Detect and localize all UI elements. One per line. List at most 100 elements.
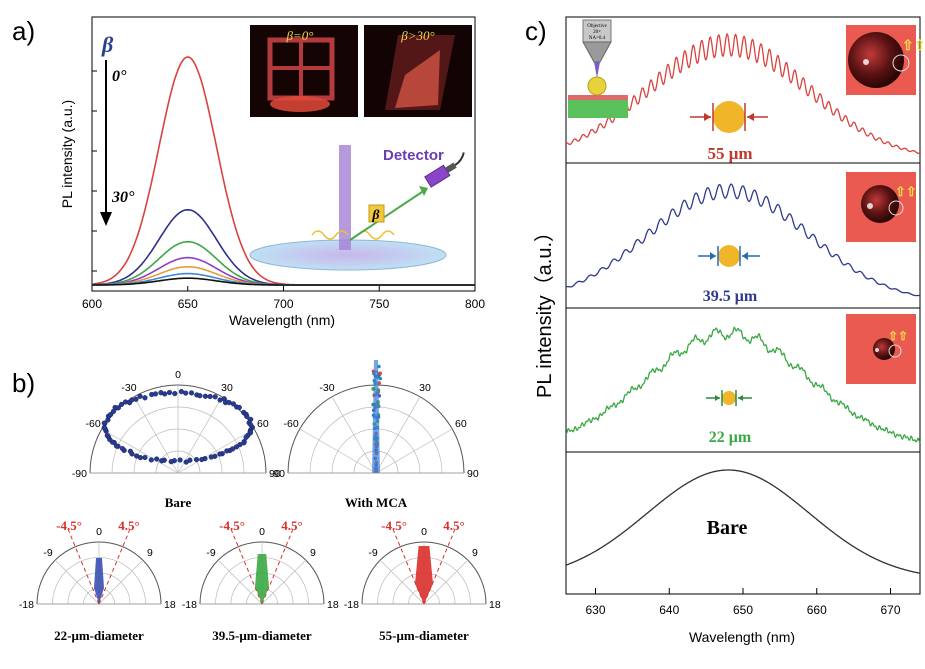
- polar-plot-bottom-1: -18-90918-4.5° 4.5°39.5-μm-diameter: [182, 518, 339, 643]
- polar-dot: [120, 446, 125, 451]
- size-indicator-55: 55 μm: [690, 101, 768, 163]
- detector-schematic: β Detector: [250, 145, 470, 270]
- polar-lobe: [94, 558, 104, 604]
- polar-lobe: [415, 546, 433, 604]
- polar-dot: [178, 458, 183, 463]
- polar-dot: [143, 395, 148, 400]
- polar-dot: [159, 458, 164, 463]
- polar-dot: [134, 454, 139, 459]
- panel-c-xtick-label-0: 630: [585, 603, 605, 617]
- polar-dot: [138, 394, 143, 399]
- svg-text:⇧⇧: ⇧⇧: [902, 37, 925, 53]
- panel-c-x-ticks: 630 640 650 660 670: [585, 588, 900, 617]
- polar-caption-2: 55-μm-diameter: [379, 628, 469, 643]
- polar-tick-label: 30: [419, 382, 431, 394]
- polar-dot: [199, 457, 204, 462]
- objective-schematic: Objective 20× NA=0.4: [568, 20, 628, 118]
- polar-spoke: [300, 429, 376, 473]
- polar-tick-label: -60: [86, 418, 101, 430]
- polar-plot-bottom-2: -18-90918-4.5° 4.5°55-μm-diameter: [344, 518, 501, 643]
- polar-lobe: [255, 554, 269, 604]
- size-indicator-39: 39.5 μm: [698, 245, 760, 305]
- polar-dot: [237, 405, 242, 410]
- polar-tick-label: 9: [147, 547, 153, 559]
- polar-dot: [378, 372, 382, 376]
- polar-mark-pos: 4.5°: [118, 518, 139, 533]
- panel-a: 600 650 700 750 800 Wavelength (nm) PL inten…: [59, 17, 485, 328]
- inset-right-label: β>30°: [400, 28, 434, 43]
- polar-dot: [149, 458, 154, 463]
- polar-spoke: [99, 560, 143, 604]
- detector-beta-label: β: [371, 208, 380, 223]
- polar-tick-label: 0: [175, 369, 181, 381]
- polar-tick-label: 18: [489, 599, 501, 611]
- bare-label: Bare: [707, 517, 748, 539]
- polar-spoke: [55, 560, 99, 604]
- inset-photo-left: β=0°: [250, 25, 358, 117]
- panel-a-xtick-label-3: 750: [369, 297, 389, 311]
- polar-dot: [143, 455, 148, 460]
- polar-tick-label: -18: [344, 599, 359, 611]
- polar-spoke: [178, 429, 254, 473]
- polar-dot: [189, 391, 194, 396]
- polar-plot-top-1: -90-60-300306090With MCA: [270, 360, 479, 510]
- polar-tick-label: -9: [368, 547, 377, 559]
- objective-text-1: Objective: [587, 24, 607, 29]
- panel-a-ylabel: PL intensity (a.u.): [59, 100, 75, 208]
- panel-a-arrow-head: [100, 212, 112, 226]
- microscope-inset-39: ⇧⇧: [846, 172, 917, 242]
- panel-a-angle-top: 0°: [112, 68, 127, 85]
- polar-tick-label: -90: [270, 468, 285, 480]
- size-label-39: 39.5 μm: [703, 288, 758, 305]
- polar-dot: [194, 457, 199, 462]
- panel-c-xtick-label-1: 640: [659, 603, 679, 617]
- polar-limit-line: [99, 530, 130, 604]
- polar-spoke: [376, 397, 420, 473]
- polar-tick-label: 60: [455, 418, 467, 430]
- polar-tick-label: -60: [284, 418, 299, 430]
- polar-mark-neg: -4.5°: [381, 518, 407, 533]
- panel-label-b: b): [12, 368, 35, 398]
- size-label-22: 22 μm: [709, 429, 752, 446]
- polar-tick-label: -9: [206, 547, 215, 559]
- polar-mark-neg: -4.5°: [219, 518, 245, 533]
- polar-dot: [248, 422, 253, 427]
- polar-dot: [179, 389, 184, 394]
- polar-dot: [198, 393, 203, 398]
- polar-plot-top-0: -90 -60 -30 0 30 60 90 Bare: [72, 369, 281, 510]
- polar-dot: [183, 391, 188, 396]
- microscope-inset-22: ⇧⇧: [846, 314, 916, 384]
- panel-c: 630 640 650 660 670 Wavelength (nm) PL inten…: [533, 17, 925, 645]
- polar-dot: [244, 435, 249, 440]
- objective-text-2: 20×: [593, 30, 601, 35]
- polar-spoke: [332, 397, 376, 473]
- polar-caption-bare: Bare: [165, 495, 192, 510]
- objective-text-3: NA=0.4: [589, 36, 606, 41]
- microscope-inset-55: ⇧⇧: [846, 25, 925, 95]
- polar-tick-label: -18: [19, 599, 34, 611]
- polar-tick-label: 9: [310, 547, 316, 559]
- polar-dot: [208, 394, 213, 399]
- polar-caption-0: 22-μm-diameter: [54, 628, 144, 643]
- polar-dot: [209, 455, 214, 460]
- polar-plot-bottom-0: -18 -9 0 9 18 -4.5° 4.5° 22-μm-diameter: [19, 518, 176, 643]
- size-indicator-22: 22 μm: [706, 390, 752, 446]
- polar-tick-label: 0: [96, 526, 102, 538]
- polar-dot: [167, 390, 172, 395]
- polar-dot: [213, 394, 218, 399]
- polar-tick-label: 18: [327, 599, 339, 611]
- polar-mark-pos: 4.5°: [443, 518, 464, 533]
- polar-spoke: [376, 429, 452, 473]
- polar-tick-label: 0: [259, 526, 265, 538]
- polar-spoke: [102, 429, 178, 473]
- polar-dot: [218, 452, 223, 457]
- panel-c-xtick-label-4: 670: [880, 603, 900, 617]
- svg-text:⇧⇧: ⇧⇧: [895, 184, 917, 199]
- detector-label: Detector: [383, 147, 444, 164]
- polar-dot: [184, 460, 189, 465]
- polar-dot: [154, 457, 159, 462]
- polar-tick-label: 9: [472, 547, 478, 559]
- size-label-55: 55 μm: [707, 144, 752, 163]
- polar-dot: [105, 433, 110, 438]
